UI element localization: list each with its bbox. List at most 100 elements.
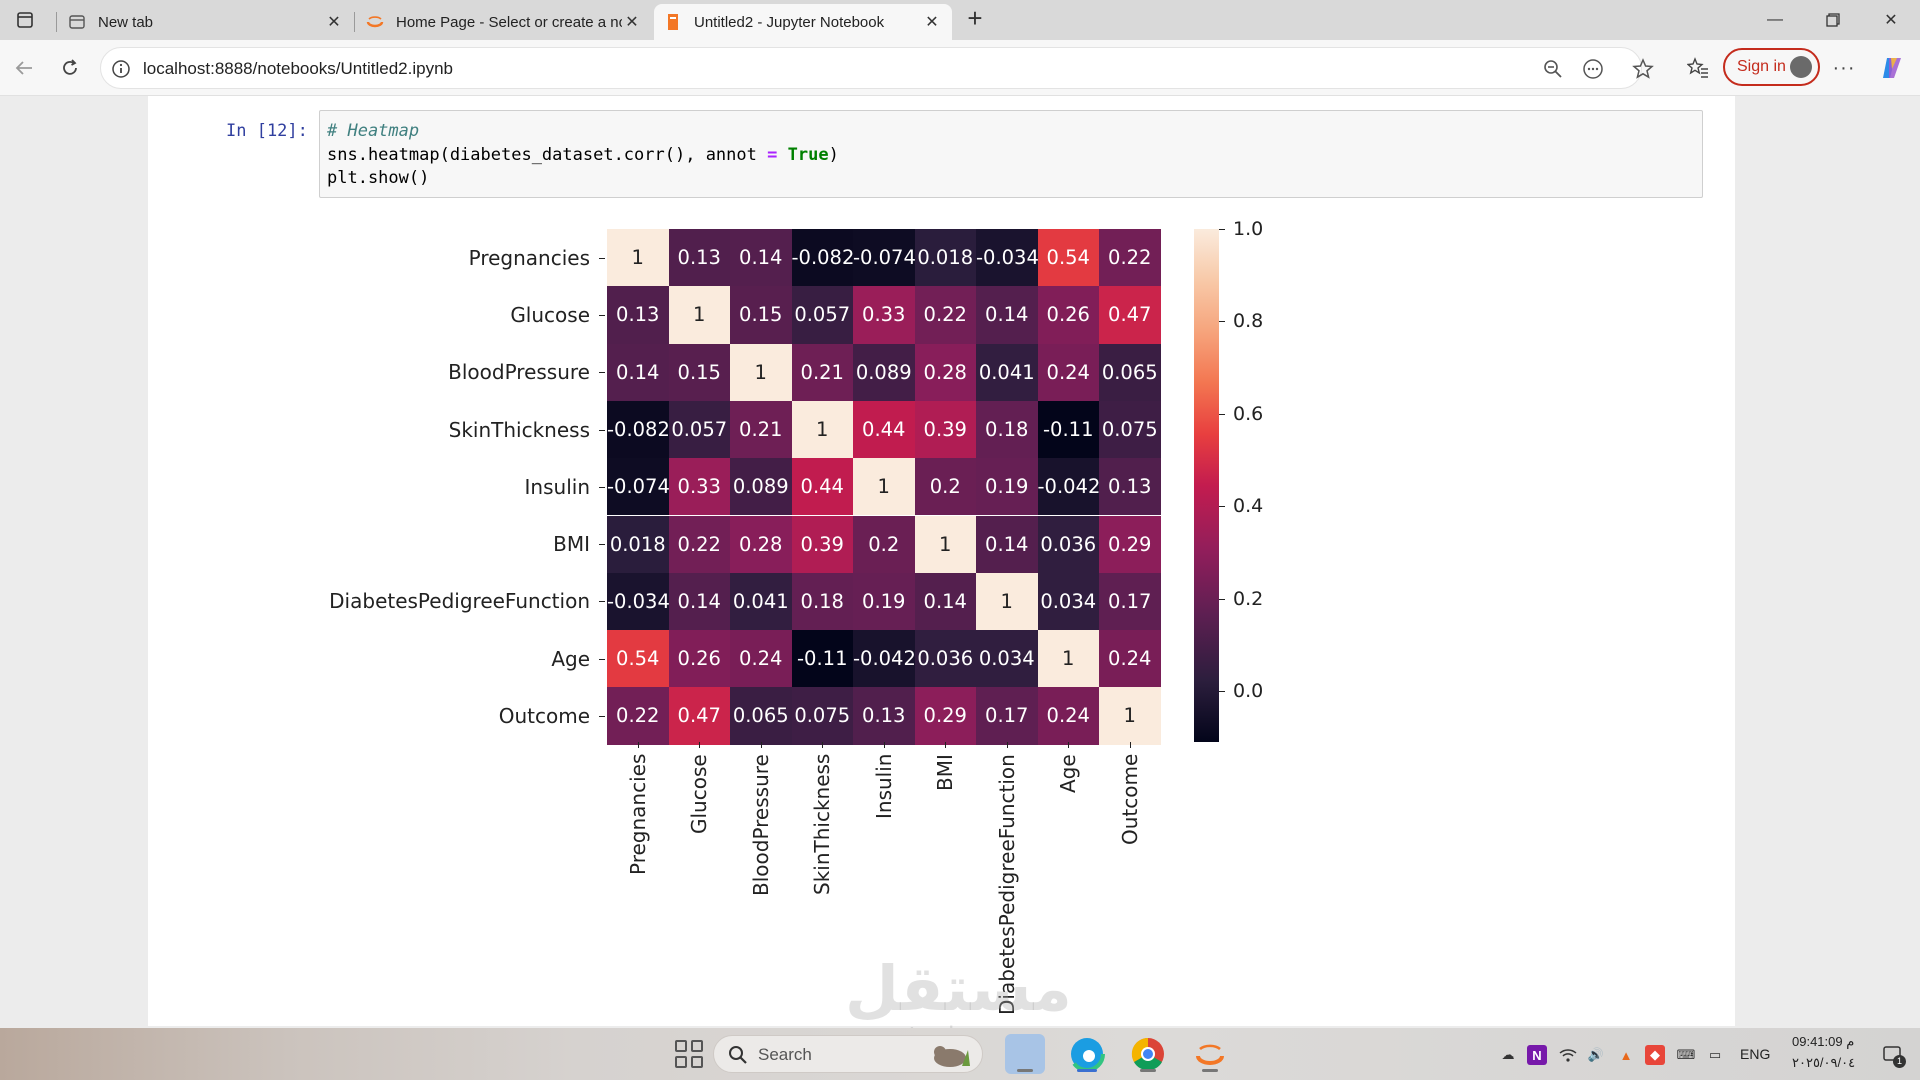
close-tab-icon[interactable]: ✕ [327, 14, 341, 31]
settings-more-button[interactable]: ··· [1828, 52, 1860, 84]
heatmap-cell [914, 229, 976, 287]
y-axis-label: Pregnancies [468, 245, 590, 270]
heatmap-cell-label: 0.036 [1040, 532, 1097, 556]
notifications-icon[interactable]: 1 [1880, 1042, 1906, 1068]
address-bar[interactable]: localhost:8888/notebooks/Untitled2.ipynb [100, 47, 1654, 89]
tab-untitled2[interactable]: Untitled2 - Jupyter Notebook ✕ [654, 4, 952, 40]
heatmap-cell [1037, 286, 1099, 344]
colorbar-tick-label: 0.4 [1233, 495, 1264, 518]
new-tab-icon [68, 13, 86, 31]
language-indicator[interactable]: ENG [1740, 1046, 1771, 1062]
vpn-icon[interactable]: ▲ [1619, 1047, 1633, 1063]
heatmap-cell [730, 630, 792, 688]
heatmap-cell [607, 630, 669, 688]
clock-date[interactable]: ٢٠٢٥/٠٩/٠٤ [1792, 1055, 1856, 1070]
profile-avatar-icon [1790, 56, 1812, 78]
heatmap-cell [668, 229, 730, 287]
heatmap-cell-label: 0.018 [609, 532, 666, 556]
app-tray-icon[interactable]: ◆ [1645, 1045, 1665, 1065]
refresh-button[interactable] [54, 52, 86, 84]
y-axis-label: Insulin [524, 474, 590, 499]
code-cell[interactable]: # Heatmap sns.heatmap(diabetes_dataset.c… [319, 110, 1703, 198]
heatmap-cell [607, 572, 669, 631]
x-axis-tick [699, 742, 701, 748]
clock-time[interactable]: 09:41:09 م [1792, 1034, 1855, 1049]
colorbar [1194, 229, 1219, 742]
tab-new-tab[interactable]: New tab ✕ [58, 4, 354, 40]
heatmap-cell [853, 572, 915, 631]
taskbar: Search ☁ N 🔊 ▲ ◆ ⌨ ▭ ENG 09:41:09 م ٢٠٢٥… [0, 1028, 1920, 1080]
minimize-button[interactable]: — [1767, 11, 1783, 28]
keyboard-icon[interactable]: ⌨ [1676, 1047, 1696, 1062]
heatmap-cell-label: 0.19 [985, 475, 1029, 499]
y-axis-tick [599, 257, 605, 259]
back-button[interactable] [8, 52, 40, 84]
code-editor[interactable]: # Heatmap sns.heatmap(diabetes_dataset.c… [327, 120, 839, 191]
heatmap-cell-label: 1 [1062, 647, 1075, 671]
close-window-button[interactable]: ✕ [1884, 12, 1898, 29]
code-text: sns.heatmap(diabetes_dataset.corr(), ann… [327, 144, 768, 165]
x-axis-tick [1006, 742, 1008, 748]
volume-icon[interactable]: 🔊 [1587, 1047, 1605, 1062]
start-button[interactable] [675, 1040, 703, 1068]
jupyter-app[interactable] [1190, 1034, 1230, 1074]
taskbar-search[interactable]: Search [713, 1035, 983, 1073]
heatmap-cell-label: 1 [1123, 704, 1136, 728]
heatmap-cell [914, 687, 976, 745]
tab-home-page[interactable]: Home Page - Select or create a no ✕ [356, 4, 652, 40]
sign-in-button[interactable]: Sign in [1723, 48, 1820, 86]
heatmap-cell [668, 400, 730, 459]
heatmap-cell-label: 0.17 [985, 704, 1029, 728]
x-axis-label: Pregnancies [625, 753, 650, 875]
heatmap-cell [1037, 400, 1099, 459]
onenote-icon[interactable]: N [1527, 1045, 1547, 1065]
more-icon: ··· [1832, 56, 1856, 79]
copilot-button[interactable] [1876, 52, 1908, 84]
heatmap-cell [914, 458, 976, 516]
jupyter-icon [366, 13, 384, 31]
heatmap-cell [1099, 458, 1161, 516]
heatmap-cell [730, 286, 792, 344]
close-tab-icon[interactable]: ✕ [625, 14, 639, 31]
jupyter-icon [1196, 1044, 1224, 1065]
zoom-icon[interactable] [1541, 57, 1565, 81]
y-axis-tick [599, 658, 605, 660]
heatmap-cell-label: 1 [816, 417, 829, 441]
heatmap-cell-label: -0.11 [797, 647, 848, 671]
heatmap-cell [976, 515, 1038, 573]
heatmap-cell-label: 0.089 [855, 360, 912, 384]
wifi-icon[interactable] [1558, 1045, 1578, 1065]
chrome-app[interactable] [1128, 1034, 1168, 1074]
onedrive-icon[interactable]: ☁ [1501, 1047, 1515, 1062]
task-view-app[interactable] [1005, 1034, 1045, 1074]
restore-button[interactable] [1810, 6, 1856, 34]
favorites-button[interactable] [1682, 52, 1714, 84]
more-page-actions-icon[interactable] [1581, 57, 1605, 81]
heatmap-cell-label: 0.18 [985, 417, 1029, 441]
heatmap-cell [730, 687, 792, 745]
url-text[interactable]: localhost:8888/notebooks/Untitled2.ipynb [143, 59, 453, 78]
heatmap-cell-label: 0.22 [616, 704, 660, 728]
edge-app[interactable] [1067, 1034, 1107, 1074]
tab-actions-button[interactable] [10, 8, 40, 32]
favorite-star-icon[interactable] [1631, 57, 1655, 81]
heatmap-cell-label: 0.018 [917, 246, 974, 269]
heatmap-cell [914, 400, 976, 459]
heatmap-cell [853, 229, 915, 287]
heatmap-cell [1099, 229, 1161, 287]
site-info-icon[interactable] [111, 59, 131, 79]
close-tab-icon[interactable]: ✕ [925, 14, 939, 31]
battery-icon[interactable]: ▭ [1708, 1047, 1722, 1062]
heatmap-cell-label: 0.041 [732, 589, 789, 613]
heatmap-cell [1099, 572, 1161, 631]
x-axis-tick [1068, 742, 1070, 748]
heatmap-cell [853, 400, 915, 459]
heatmap-cell [914, 572, 976, 631]
heatmap-cell-label: 0.15 [677, 360, 721, 384]
colorbar-tick [1219, 691, 1225, 693]
heatmap-cell-label: -0.042 [853, 647, 916, 671]
colorbar-tick-label: 0.0 [1233, 680, 1264, 703]
new-tab-button[interactable]: + [967, 3, 983, 33]
heatmap-cell [791, 687, 853, 745]
heatmap-cell-label: 0.33 [862, 303, 906, 327]
